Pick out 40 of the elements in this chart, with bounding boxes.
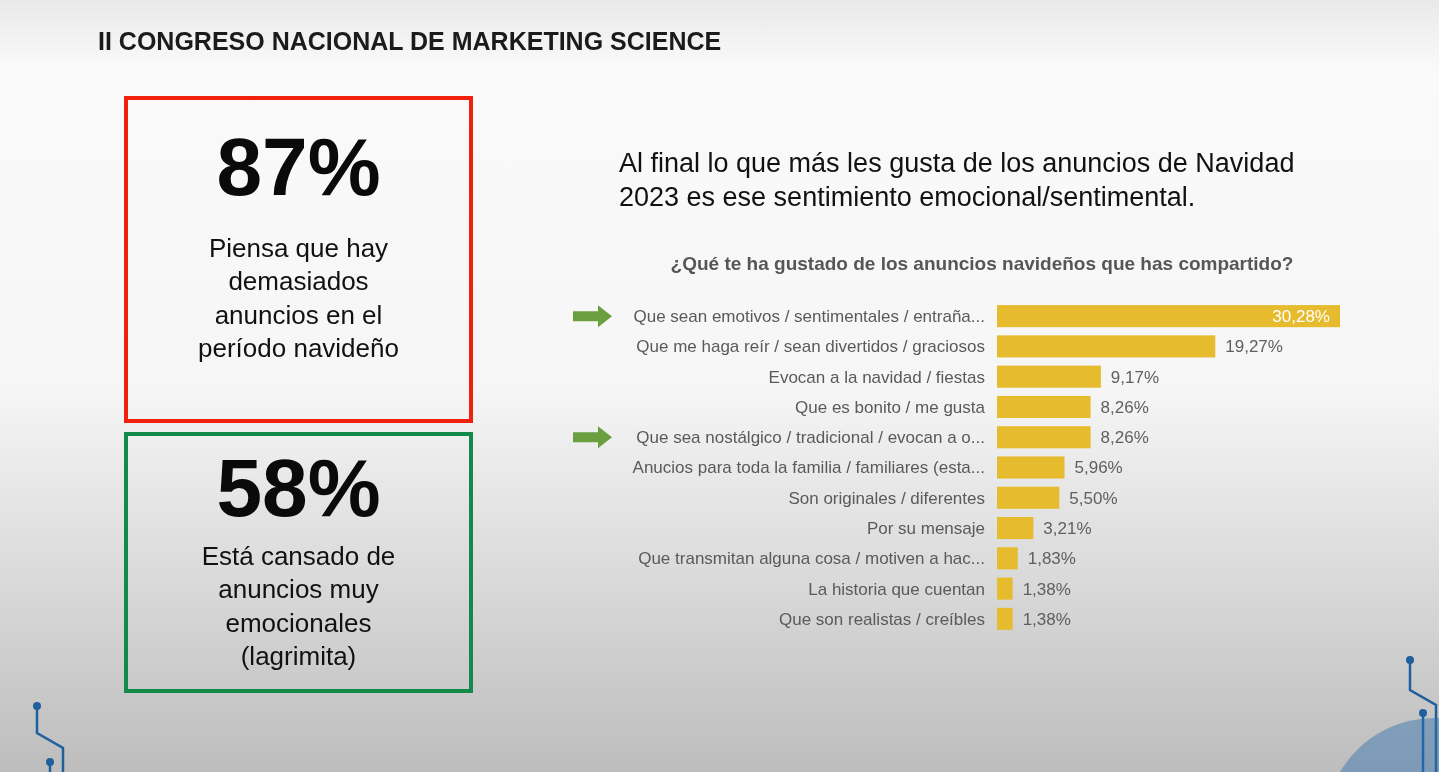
- y-tick-label: Por su mensaje: [866, 519, 985, 538]
- chart-subtitle: Al final lo que más les gusta de los anuncios de Navidad 2023 es ese sentimiento emocional/sentimental.: [619, 148, 1295, 212]
- y-tick-label: Son originales / diferentes: [788, 488, 985, 508]
- y-tick-label: Que es bonito / me gusta: [795, 397, 986, 417]
- y-tick-label: Anucios para toda la familia / familiares (esta...: [632, 458, 985, 478]
- bar: [997, 305, 1340, 328]
- text: 58%: [216, 442, 381, 533]
- data-label: 1,38%: [1022, 609, 1071, 629]
- data-label: 30,28%: [1272, 307, 1330, 327]
- bar: [997, 486, 1060, 509]
- y-tick-label: Que son realistas / creíbles: [779, 609, 985, 629]
- data-label: 19,27%: [1225, 337, 1283, 357]
- y-tick-label: Que transmitan alguna cosa / motiven a hac...: [638, 549, 985, 569]
- data-label: 3,21%: [1043, 519, 1092, 538]
- data-label: 9,17%: [1110, 367, 1160, 387]
- y-tick-label: Que sea nostálgico / tradicional / evocan a o...: [636, 428, 985, 448]
- bar: [997, 335, 1216, 358]
- data-label: 1,83%: [1027, 549, 1076, 569]
- y-tick-label: Que me haga reír / sean divertidos / graciosos: [636, 337, 985, 357]
- y-tick-label: Evocan a la navidad / fiestas: [768, 367, 985, 387]
- data-label: 8,26%: [1100, 397, 1149, 417]
- bar: [997, 577, 1013, 600]
- bar: [997, 365, 1101, 388]
- chart-title: ¿Qué te ha gustado de los anuncios navideños que has compartido?: [670, 253, 1294, 274]
- data-label: 1,38%: [1022, 579, 1071, 599]
- bar: [997, 607, 1013, 630]
- text: II CONGRESO NACIONAL DE MARKETING SCIENCE: [98, 27, 722, 55]
- data-label: 8,26%: [1100, 428, 1149, 448]
- bar: [997, 547, 1018, 570]
- text: Está cansado de anuncios muy emocionales (lagrimita): [201, 541, 396, 671]
- text: 87%: [216, 121, 381, 212]
- bar: [997, 456, 1065, 479]
- bar: [997, 395, 1091, 418]
- text: Piensa que hay demasiados anuncios en el período navideño: [198, 233, 399, 363]
- bar: [997, 517, 1034, 540]
- y-tick-label: Que sean emotivos / sentimentales / entraña...: [633, 307, 985, 327]
- data-label: 5,50%: [1069, 488, 1118, 508]
- y-tick-label: La historia que cuentan: [808, 579, 985, 599]
- data-label: 5,96%: [1074, 458, 1123, 478]
- bar: [997, 426, 1091, 449]
